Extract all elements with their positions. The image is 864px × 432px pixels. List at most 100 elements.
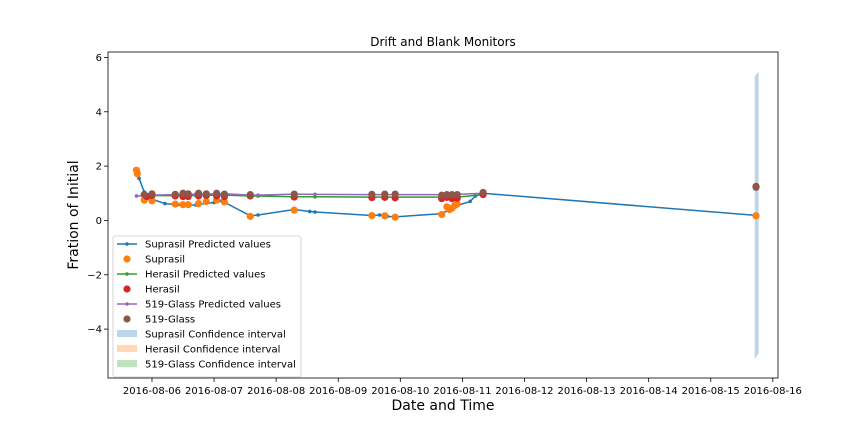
y-tick-label: 2 (96, 162, 102, 173)
legend-entry-0: Suprasil Predicted values (117, 240, 271, 251)
line-marker (256, 213, 260, 217)
chart-title: Drift and Blank Monitors (370, 35, 516, 49)
legend-marker (123, 285, 131, 293)
legend-label: 519-Glass (145, 315, 195, 326)
legend-box (112, 235, 302, 378)
scatter-point (391, 190, 399, 198)
scatter-point (194, 189, 203, 197)
y-tick-label: −4 (87, 325, 102, 336)
scatter-point (148, 190, 156, 198)
plot-frame (107, 51, 779, 379)
legend-entry-7: Herasil Confidence interval (117, 345, 280, 356)
legend-entry-3: Herasil (123, 285, 180, 296)
x-tick-label: 2016-08-10 (371, 386, 429, 397)
legend-entry-2: Herasil Predicted values (117, 270, 266, 281)
legend-label: Suprasil Confidence interval (145, 330, 286, 341)
scatter-point (391, 213, 399, 221)
scatter-point (202, 197, 210, 206)
scatter-point (246, 191, 254, 199)
scatter-point (381, 190, 389, 198)
legend-swatch (117, 345, 137, 352)
x-tick-label: 2016-08-14 (620, 386, 678, 397)
x-tick-label: 2016-08-06 (123, 386, 181, 397)
line-marker (313, 210, 317, 214)
legend-label: 519-Glass Predicted values (145, 300, 281, 311)
plot-area (132, 71, 760, 359)
scatter-point (479, 188, 487, 197)
legend-marker (123, 255, 131, 263)
x-tick-label: 2016-08-12 (495, 386, 553, 397)
legend-marker (125, 272, 129, 276)
line-marker (134, 194, 139, 198)
scatter-point (438, 191, 446, 199)
y-axis-label: Fration of Initial (66, 160, 82, 269)
legend-label: Suprasil (145, 255, 185, 266)
legend: Suprasil Predicted values Suprasil Herasil… (112, 235, 302, 378)
x-tick-label: 2016-08-08 (247, 386, 305, 397)
scatter-point (133, 170, 141, 178)
x-tick-label: 2016-08-11 (433, 386, 491, 397)
line-marker (256, 193, 260, 197)
scatter-series-1 (132, 166, 760, 221)
scatter-point (179, 189, 187, 197)
legend-entry-6: Suprasil Confidence interval (117, 330, 286, 341)
scatter-point (202, 190, 210, 198)
x-tick-label: 2016-08-16 (744, 386, 802, 397)
scatter-point (220, 198, 229, 206)
scatter-point (381, 212, 389, 220)
scatter-point (194, 199, 203, 208)
y-tick-label: 6 (96, 53, 102, 64)
scatter-point (453, 200, 461, 208)
legend-label: Suprasil Predicted values (145, 240, 271, 251)
x-axis: 2016-08-06 2016-08-07 2016-08-08 2016-08-09… (123, 378, 802, 397)
legend-swatch (117, 330, 137, 337)
scatter-point (448, 191, 456, 199)
y-tick-label: 0 (96, 216, 102, 227)
legend-swatch (117, 360, 137, 367)
x-tick-label: 2016-08-13 (558, 386, 616, 397)
scatter-series-5 (140, 183, 760, 199)
scatter-point (290, 190, 298, 198)
x-tick-label: 2016-08-07 (185, 386, 243, 397)
line-marker (137, 176, 141, 181)
scatter-point (140, 191, 148, 199)
x-tick-label: 2016-08-15 (682, 386, 740, 397)
scatter-point (752, 212, 760, 220)
line-marker (307, 209, 312, 214)
legend-label: Herasil Predicted values (145, 270, 266, 281)
scatter-point (443, 191, 451, 199)
scatter-point (184, 201, 192, 209)
y-tick-label: −2 (87, 270, 102, 281)
y-axis: −4 −2 0 2 4 6 (87, 53, 108, 336)
scatter-point (220, 190, 229, 198)
legend-entry-5: 519-Glass (123, 315, 195, 326)
y-tick-label: 4 (96, 107, 102, 118)
line-marker (163, 201, 167, 206)
line-marker (377, 213, 382, 217)
scatter-point (179, 201, 187, 209)
scatter-point (171, 190, 179, 198)
scatter-point (148, 197, 156, 205)
scatter-point (290, 206, 298, 214)
legend-label: 519-Glass Confidence interval (145, 360, 296, 371)
x-axis-label: Date and Time (392, 398, 495, 414)
legend-entry-4: 519-Glass Predicted values (117, 300, 281, 311)
scatter-point (246, 212, 254, 220)
scatter-point (368, 211, 376, 220)
scatter-point (213, 189, 221, 197)
scatter-point (184, 190, 192, 198)
scatter-point (752, 183, 760, 191)
legend-entry-8: 519-Glass Confidence interval (117, 360, 296, 371)
legend-label: Herasil Confidence interval (145, 345, 280, 356)
legend-entry-1: Suprasil (123, 255, 185, 266)
line-marker (313, 192, 317, 197)
scatter-point (171, 200, 179, 208)
scatter-point (438, 210, 446, 219)
scatter-point (453, 191, 461, 199)
line-marker (468, 199, 472, 204)
legend-marker (125, 302, 129, 306)
legend-label: Herasil (145, 285, 180, 296)
x-tick-label: 2016-08-09 (309, 386, 367, 397)
scatter-point (368, 190, 376, 198)
